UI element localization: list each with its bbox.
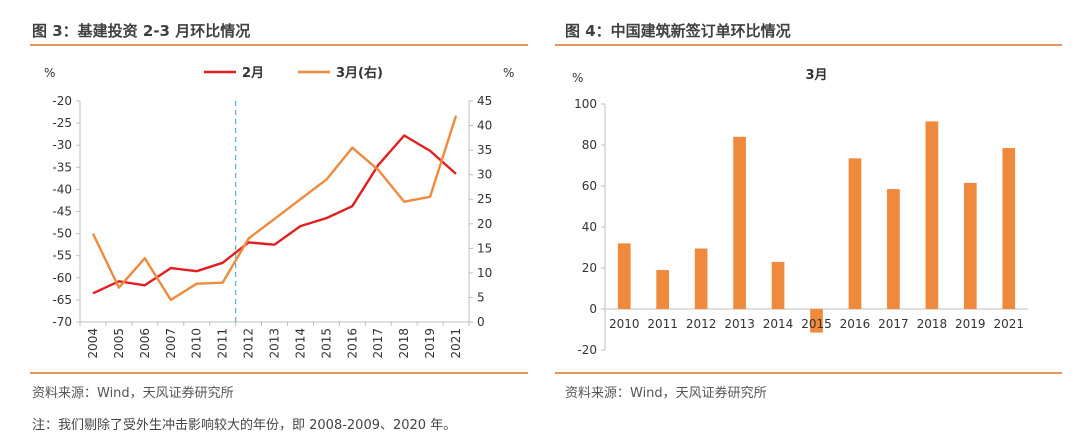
right-y-tick-label: 10: [477, 266, 492, 280]
right-source: 资料来源：Wind，天风证券研究所: [565, 386, 767, 401]
right-y-tick-label: 30: [477, 168, 492, 182]
x-tick-label: 2015: [801, 317, 832, 331]
y-unit-label: %: [572, 71, 583, 85]
right-y-tick-label: 15: [477, 241, 492, 255]
x-tick-label: 2019: [423, 328, 437, 359]
right-y-tick-label: 0: [477, 315, 485, 329]
x-tick-label: 2018: [917, 317, 948, 331]
legend-label-feb: 2月: [242, 66, 264, 81]
bar: [694, 248, 708, 309]
x-tick-label: 2017: [878, 317, 909, 331]
bar: [848, 158, 862, 309]
x-tick-label: 2010: [190, 328, 204, 359]
right-y-tick-label: 5: [477, 290, 485, 304]
right-y-tick-label: 25: [477, 192, 492, 206]
left-y-tick-label: -60: [52, 271, 72, 285]
left-y-tick-label: -65: [52, 293, 72, 307]
right-title-rule: [555, 44, 1062, 46]
left-y-tick-label: -25: [52, 116, 72, 130]
x-tick-label: 2021: [993, 317, 1024, 331]
x-tick-label: 2014: [293, 328, 307, 359]
right-y-tick-label: 40: [477, 119, 492, 133]
x-tick-label: 2012: [686, 317, 717, 331]
right-panel-title: 图 4：中国建筑新签订单环比情况: [565, 22, 791, 40]
series-line-feb: [92, 134, 457, 295]
left-source: 资料来源：Wind，天风证券研究所: [32, 386, 234, 401]
x-tick-label: 2013: [724, 317, 755, 331]
left-panel-title: 图 3：基建投资 2-3 月环比情况: [32, 22, 251, 40]
left-y-tick-label: -30: [52, 138, 72, 152]
x-tick-label: 2021: [449, 328, 463, 359]
x-tick-label: 2019: [955, 317, 986, 331]
x-tick-label: 2018: [397, 328, 411, 359]
bar: [810, 309, 823, 333]
y-tick-label: 40: [582, 220, 597, 234]
left-y-tick-label: -55: [52, 249, 72, 263]
y-tick-label: 60: [582, 179, 597, 193]
x-tick-label: 2006: [138, 328, 152, 359]
bar: [963, 182, 977, 309]
y-tick-label: 0: [589, 302, 597, 316]
right-y-tick-label: 35: [477, 143, 492, 157]
x-tick-label: 2014: [763, 317, 794, 331]
bar-chart: % 3月 100 80 60 40 20 0 -20 2010 2011 2012 2013 2014 20…: [572, 68, 1028, 357]
bar-chart-title: 3月: [805, 68, 827, 83]
legend-label-mar: 3月(右): [336, 65, 383, 81]
left-y-tick-label: -45: [52, 205, 72, 219]
bar: [733, 136, 746, 309]
left-y-tick-label: -35: [52, 160, 72, 174]
x-tick-label: 2017: [371, 328, 385, 359]
x-tick-label: 2007: [164, 328, 178, 359]
x-tick-label: 2004: [86, 328, 100, 359]
left-y-unit: %: [44, 66, 55, 80]
y-tick-label: 100: [574, 97, 597, 111]
bar: [1002, 148, 1016, 309]
bar: [925, 121, 939, 309]
x-tick-label: 2015: [319, 328, 333, 359]
x-tick-label: 2010: [609, 317, 640, 331]
x-tick-label: 2016: [840, 317, 871, 331]
y-tick-label: 20: [582, 261, 597, 275]
left-y-tick-label: -40: [52, 182, 72, 196]
x-tick-label: 2011: [647, 317, 678, 331]
right-y-unit: %: [503, 66, 514, 80]
series-line-mar: [91, 115, 458, 302]
left-bottom-rule: [30, 372, 528, 374]
left-y-tick-label: -70: [52, 315, 72, 329]
left-y-tick-label: -20: [52, 94, 72, 108]
x-tick-label: 2005: [112, 328, 126, 359]
bar: [617, 243, 631, 309]
x-tick-label: 2011: [216, 328, 230, 359]
right-y-tick-label: 45: [477, 94, 492, 108]
line-chart: % % -20 -25 -30 -35 -40 -45 -50 -55 -60 -65 -70 45 40 3…: [44, 65, 514, 359]
y-tick-label: 80: [582, 138, 597, 152]
x-tick-label: 2012: [242, 328, 256, 359]
bar: [771, 261, 785, 309]
left-y-tick-label: -50: [52, 227, 72, 241]
bar: [887, 189, 900, 309]
right-y-tick-label: 20: [477, 217, 492, 231]
y-tick-label: -20: [577, 343, 597, 357]
footnote: 注：我们剔除了受外生冲击影响较大的年份，即 2008-2009、2020 年。: [32, 418, 457, 433]
x-tick-label: 2016: [345, 328, 359, 359]
left-title-rule: [30, 44, 528, 46]
x-tick-label: 2013: [268, 328, 282, 359]
right-bottom-rule: [555, 372, 1062, 374]
bar: [656, 270, 670, 309]
